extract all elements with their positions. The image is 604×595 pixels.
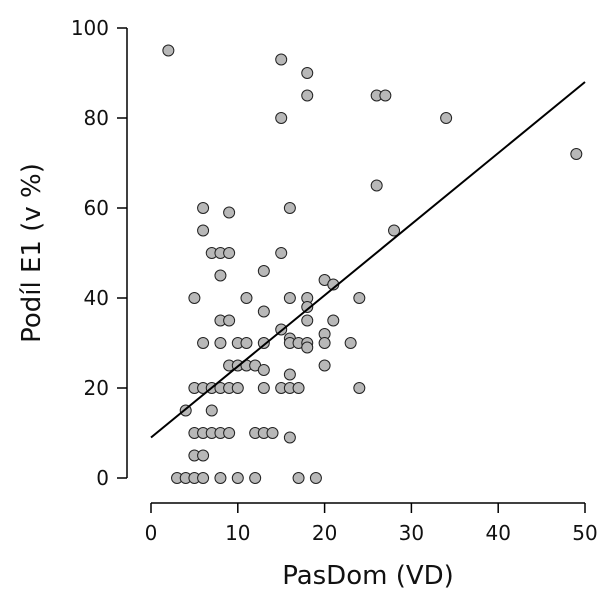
data-point — [240, 337, 253, 349]
y-axis-title: Podíl E1 (v %) — [17, 163, 47, 343]
data-point — [301, 67, 314, 79]
data-point — [205, 404, 218, 417]
data-point — [257, 337, 270, 349]
data-point — [292, 472, 305, 484]
y-tick-label: 60 — [84, 196, 109, 220]
y-axis-ticks: 0 20 40 60 80 100 — [71, 16, 127, 490]
data-point — [197, 202, 210, 214]
data-point — [440, 112, 453, 124]
data-points — [162, 44, 583, 484]
data-point — [344, 337, 357, 349]
data-point — [283, 202, 296, 214]
data-point — [275, 53, 288, 66]
data-point — [283, 292, 296, 304]
data-point — [257, 265, 270, 277]
data-point — [223, 247, 236, 259]
y-tick-label: 80 — [84, 106, 109, 130]
data-point — [231, 472, 244, 484]
data-point — [318, 359, 331, 372]
data-point — [379, 89, 392, 102]
data-point — [275, 112, 288, 124]
data-point — [197, 224, 210, 237]
data-point — [301, 314, 314, 327]
x-tick-label: 20 — [312, 521, 337, 545]
data-point — [283, 368, 296, 381]
trend-line — [150, 81, 586, 439]
data-point — [266, 427, 279, 439]
data-point — [301, 341, 314, 354]
data-point — [292, 382, 305, 394]
data-point — [388, 224, 401, 237]
data-point — [223, 427, 236, 439]
y-tick-label: 40 — [84, 286, 109, 310]
data-point — [214, 337, 227, 349]
data-point — [370, 179, 383, 192]
y-tick-label: 20 — [84, 376, 109, 400]
data-point — [353, 292, 366, 304]
data-point — [275, 247, 288, 259]
x-tick-label: 50 — [572, 521, 597, 545]
x-tick-label: 10 — [225, 521, 250, 545]
data-point — [214, 269, 227, 282]
data-point — [223, 206, 236, 219]
data-point — [231, 382, 244, 394]
data-point — [283, 431, 296, 444]
y-tick-label: 100 — [71, 16, 109, 40]
x-tick-label: 0 — [145, 521, 158, 545]
x-axis-title: PasDom (VD) — [282, 561, 454, 591]
data-point — [353, 382, 366, 394]
x-axis-ticks: 0 10 20 30 40 50 — [145, 503, 598, 545]
data-point — [327, 314, 340, 327]
data-point — [301, 89, 314, 102]
data-point — [214, 472, 227, 484]
x-tick-label: 30 — [399, 521, 424, 545]
data-point — [309, 472, 322, 484]
y-tick-label: 0 — [96, 466, 109, 490]
data-point — [249, 472, 262, 484]
data-point — [318, 337, 331, 349]
data-point — [197, 449, 210, 462]
data-point — [188, 292, 201, 304]
data-point — [257, 382, 270, 394]
data-point — [162, 44, 175, 57]
data-point — [570, 148, 583, 160]
data-point — [257, 305, 270, 318]
x-tick-label: 40 — [485, 521, 510, 545]
data-point — [197, 472, 210, 484]
data-point — [223, 314, 236, 327]
data-point — [197, 337, 210, 349]
data-point — [301, 301, 314, 313]
data-point — [257, 364, 270, 376]
data-point — [240, 292, 253, 304]
